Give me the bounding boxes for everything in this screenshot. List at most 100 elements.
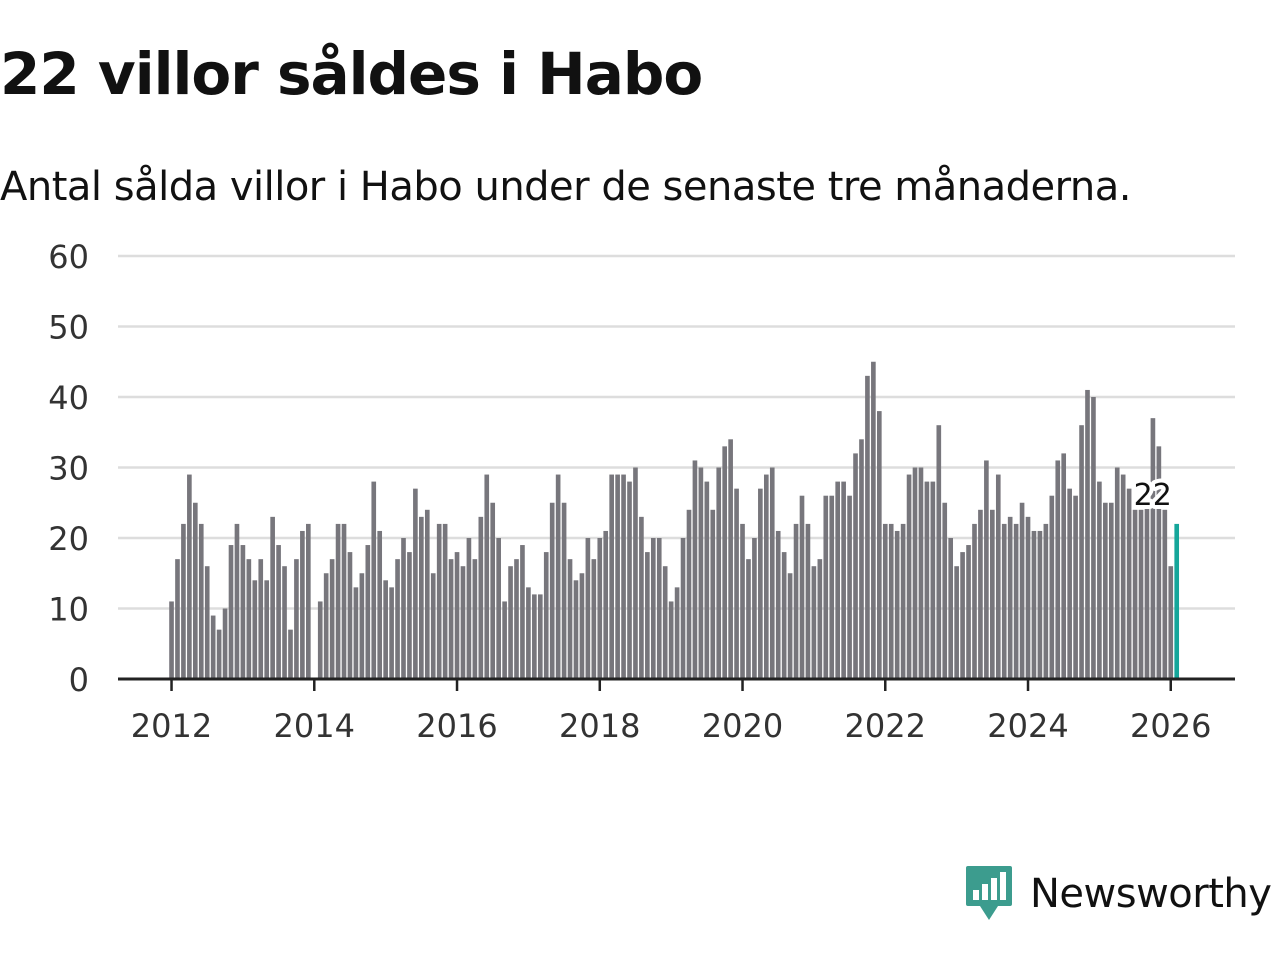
bar xyxy=(1049,495,1055,679)
bar xyxy=(514,559,519,679)
bar xyxy=(835,481,841,679)
bar xyxy=(627,481,632,679)
bar xyxy=(585,538,591,679)
bar xyxy=(924,481,930,679)
bar xyxy=(674,587,680,679)
bar xyxy=(799,495,805,679)
bar xyxy=(1138,509,1144,679)
bar xyxy=(216,629,222,679)
bar xyxy=(377,530,383,679)
bar xyxy=(787,573,793,679)
bar xyxy=(436,523,442,679)
bar xyxy=(948,538,954,679)
bar xyxy=(841,481,846,679)
bar xyxy=(615,474,620,679)
y-tick-label: 60 xyxy=(48,238,89,276)
bar xyxy=(1162,509,1168,679)
bar xyxy=(555,474,561,679)
bar xyxy=(520,545,525,679)
bar xyxy=(424,509,430,679)
x-tick-label: 2018 xyxy=(559,707,640,745)
bar xyxy=(960,552,965,679)
bar xyxy=(210,615,216,679)
bar xyxy=(567,559,573,679)
bar xyxy=(537,594,543,679)
bar xyxy=(978,509,983,679)
bar xyxy=(1061,453,1067,679)
bar xyxy=(234,523,240,679)
bar xyxy=(1019,502,1025,679)
bar xyxy=(264,580,270,679)
bar xyxy=(805,523,811,679)
bar xyxy=(335,523,341,679)
bar xyxy=(1025,516,1031,679)
bar xyxy=(1001,523,1007,679)
bar xyxy=(680,538,686,679)
bar xyxy=(526,587,531,679)
bar xyxy=(579,573,585,679)
bar xyxy=(811,566,817,679)
bar xyxy=(317,601,323,679)
bar xyxy=(639,516,644,679)
bar xyxy=(877,411,882,679)
bar xyxy=(371,481,377,679)
bar xyxy=(1097,481,1102,679)
bar xyxy=(716,467,722,679)
bar xyxy=(341,523,347,679)
bar xyxy=(353,587,359,679)
bar xyxy=(597,538,603,679)
bar xyxy=(276,545,281,679)
bar xyxy=(1156,446,1162,679)
bar xyxy=(359,573,365,679)
bar xyxy=(633,467,638,679)
bar xyxy=(900,523,906,679)
y-axis-ticks: 0 10 20 30 40 50 60 xyxy=(48,238,89,699)
bar xyxy=(912,467,918,679)
bar xyxy=(645,552,650,679)
bar xyxy=(1013,523,1019,679)
y-tick-label: 0 xyxy=(69,661,89,699)
bar xyxy=(258,559,264,679)
bar xyxy=(419,516,424,679)
bar xyxy=(549,502,555,679)
bar xyxy=(704,481,710,679)
bar xyxy=(1067,488,1072,679)
bar xyxy=(942,502,948,679)
bar xyxy=(1126,488,1132,679)
bar xyxy=(490,502,496,679)
bar xyxy=(395,559,400,679)
y-tick-label: 40 xyxy=(48,379,89,417)
bar xyxy=(466,538,472,679)
bar xyxy=(1120,474,1126,679)
bar xyxy=(508,566,513,679)
x-tick-label: 2016 xyxy=(416,707,497,745)
bar xyxy=(722,446,727,679)
bar xyxy=(686,509,692,679)
bar xyxy=(853,453,858,679)
bar xyxy=(222,608,228,679)
bar xyxy=(496,538,501,679)
brand-name: Newsworthy xyxy=(1030,871,1272,917)
bar xyxy=(1085,389,1090,679)
bar xyxy=(990,509,995,679)
bar xyxy=(906,474,912,679)
bar xyxy=(775,530,781,679)
bar xyxy=(698,467,704,679)
bar xyxy=(972,523,977,679)
bar xyxy=(710,509,716,679)
bar xyxy=(252,580,258,679)
bar xyxy=(561,502,567,679)
bar xyxy=(882,523,888,679)
bar xyxy=(829,495,835,679)
bar xyxy=(668,601,674,679)
bar xyxy=(752,538,757,679)
y-tick-label: 10 xyxy=(48,591,89,629)
bar xyxy=(847,495,852,679)
bar xyxy=(478,516,484,679)
bar xyxy=(591,559,597,679)
bar xyxy=(1091,397,1096,679)
bar xyxy=(656,538,662,679)
bar xyxy=(454,552,460,679)
bar xyxy=(181,523,186,679)
chart-subtitle: Antal sålda villor i Habo under de senas… xyxy=(0,164,1131,210)
